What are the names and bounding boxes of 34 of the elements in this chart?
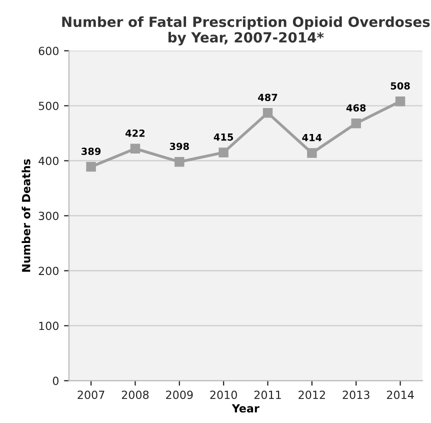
y-tick-label: 100	[39, 322, 58, 330]
x-tick-label: 2007	[78, 390, 104, 400]
x-tick-label: 2009	[166, 390, 193, 400]
y-tick-label: 500	[38, 102, 58, 110]
point	[130, 144, 140, 154]
data-label: 415	[214, 133, 234, 141]
x-tick-label: 2012	[298, 390, 325, 400]
point	[395, 96, 406, 106]
data-label: 422	[126, 130, 145, 137]
data-label: 487	[258, 94, 278, 102]
point	[86, 162, 96, 172]
point	[174, 156, 184, 167]
data-label: 389	[82, 148, 101, 156]
point	[351, 118, 361, 128]
point	[218, 148, 228, 158]
x-tick-label: 2010	[210, 390, 237, 400]
y-tick-label: 600	[38, 46, 58, 56]
y-tick-label: 400	[38, 156, 58, 166]
chart-title: Number of Fatal Prescription Opioid Overdoses by Year, 2007-2014*	[62, 16, 430, 46]
point	[307, 148, 317, 158]
x-tick-label: 2014	[386, 390, 414, 400]
data-label: 468	[346, 104, 366, 112]
y-axis-title: Number of Deaths	[22, 159, 30, 272]
y-tick-label: 0	[52, 376, 58, 386]
data-label: 398	[170, 142, 189, 150]
data-label: 414	[302, 134, 322, 142]
x-tick-label: 2013	[342, 390, 370, 400]
y-tick-label: 200	[38, 266, 58, 276]
data-label: 508	[390, 82, 410, 90]
y-tick-label: 300	[38, 212, 58, 220]
point	[262, 108, 273, 118]
x-tick-label: 2008	[122, 390, 149, 400]
x-tick-label: 2011	[254, 390, 281, 400]
x-axis-title: Year	[232, 404, 260, 413]
